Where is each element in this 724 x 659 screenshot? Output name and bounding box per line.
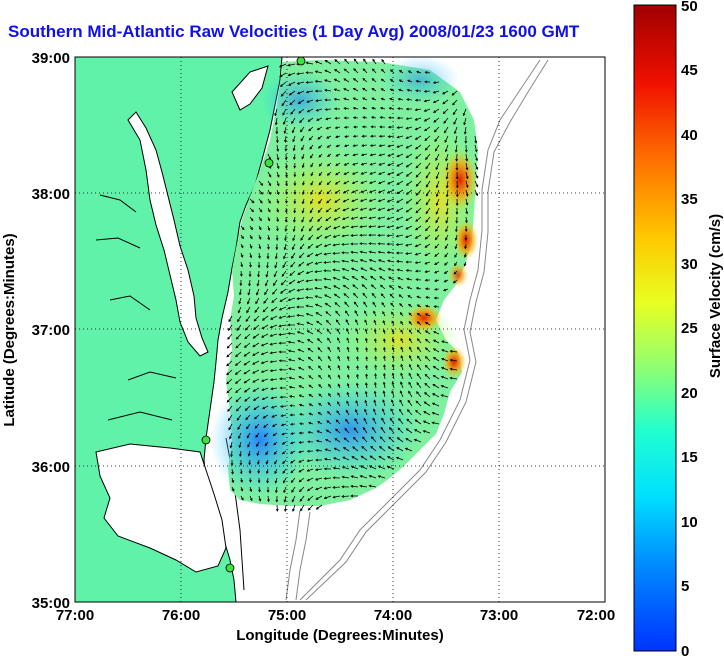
grid-lines <box>75 57 605 602</box>
colorbar-tick-label: 20 <box>681 385 698 402</box>
low-speed-zone <box>210 382 310 498</box>
y-axis-ticks: 39:00 38:00 37:00 36:00 35:00 <box>32 50 70 612</box>
velocity-arrow-set <box>226 58 479 513</box>
x-tick-label: 74:00 <box>374 607 412 624</box>
plot-frame <box>74 56 606 603</box>
colorbar-tick-label: 30 <box>681 256 698 273</box>
colorbar-ticks: 50 45 40 35 30 25 20 15 10 5 0 <box>681 0 698 659</box>
y-tick-label: 35:00 <box>32 595 70 612</box>
x-axis-label: Longitude (Degrees:Minutes) <box>236 627 444 644</box>
colorbar-tick-label: 10 <box>681 514 698 531</box>
river-lines <box>95 194 177 421</box>
x-axis-ticks: 77:00 76:00 75:00 74:00 73:00 72:00 <box>56 607 615 624</box>
low-speed-zone <box>380 57 460 105</box>
radar-station-marker <box>225 563 235 573</box>
bathymetry-contour <box>299 59 541 601</box>
chesapeake-bay <box>127 111 209 357</box>
x-tick-label: 75:00 <box>268 607 306 624</box>
high-speed-spot <box>406 304 442 332</box>
y-axis-label: Latitude (Degrees:Minutes) <box>1 233 18 426</box>
low-speed-zone <box>260 70 340 130</box>
colorbar-label: Surface Velocity (cm/s) <box>707 214 724 378</box>
colorbar <box>633 4 677 652</box>
moderate-speed-zone <box>250 145 390 255</box>
bathymetry-contour <box>285 509 311 601</box>
y-tick-label: 39:00 <box>32 50 70 67</box>
colorbar-tick-label: 50 <box>681 0 698 15</box>
colorbar-tick-label: 35 <box>681 191 698 208</box>
x-tick-label: 77:00 <box>56 607 94 624</box>
velocity-vectors <box>226 58 479 513</box>
colorbar-tick-label: 0 <box>681 643 689 659</box>
x-tick-label: 76:00 <box>162 607 200 624</box>
colorbar-tick-label: 15 <box>681 449 698 466</box>
colorbar-tick-label: 40 <box>681 127 698 144</box>
y-tick-label: 37:00 <box>32 322 70 339</box>
y-tick-label: 36:00 <box>32 459 70 476</box>
delaware-bay <box>231 65 269 111</box>
x-tick-label: 73:00 <box>480 607 518 624</box>
high-speed-spot <box>442 150 478 210</box>
high-speed-spot <box>448 263 468 287</box>
pamlico-sound <box>95 443 227 573</box>
colorbar-tick-label: 5 <box>681 578 689 595</box>
x-tick-label: 72:00 <box>577 607 615 624</box>
map-title: Southern Mid-Atlantic Raw Velocities (1 … <box>8 22 580 41</box>
y-tick-label: 38:00 <box>32 186 70 203</box>
colorbar-tick-label: 25 <box>681 320 698 337</box>
radar-station-marker <box>264 158 274 168</box>
radar-station-marker <box>201 435 211 445</box>
radar-station-marker <box>296 57 306 66</box>
colorbar-tick-label: 45 <box>681 62 698 79</box>
